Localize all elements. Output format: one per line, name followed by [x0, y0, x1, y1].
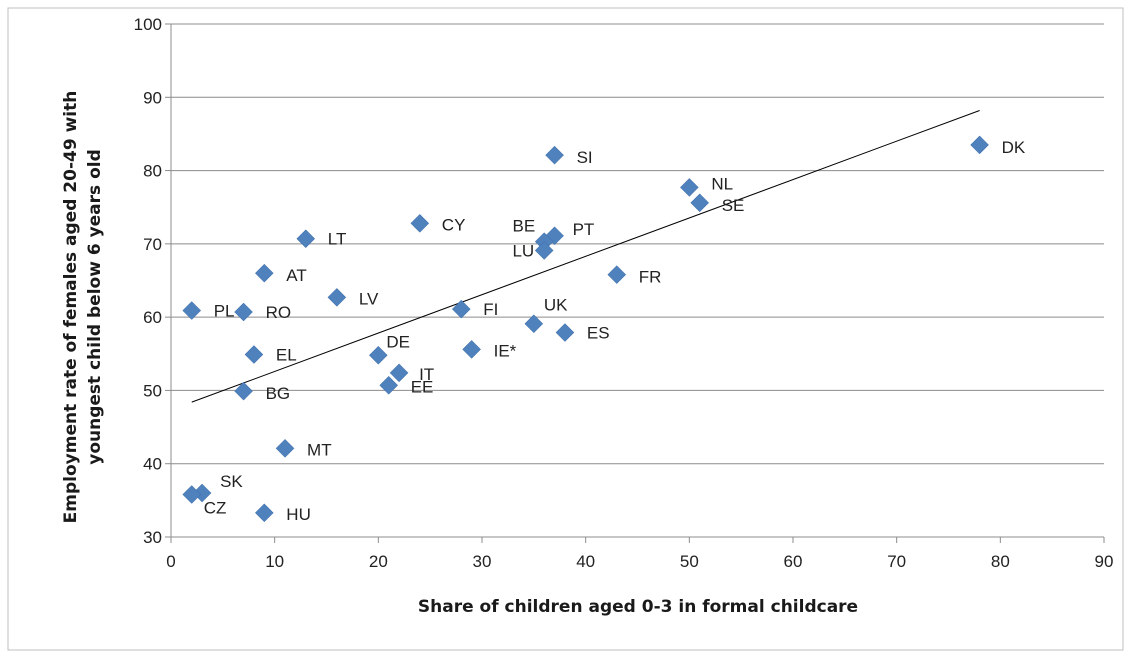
y-axis-title: Employment rate of females aged 20-49 wi…: [61, 91, 105, 524]
tick-label-x-0: 0: [166, 552, 175, 571]
point-label-cz: CZ: [204, 498, 227, 517]
point-label-bg: BG: [266, 384, 291, 403]
data-point-fi: [451, 299, 471, 319]
tick-labels: 30 40 50 60 70 80 90 100 0 10 20 30 40 50 60 70 80 90: [134, 15, 1114, 571]
gridlines: [171, 23, 1104, 465]
point-label-at: AT: [286, 266, 306, 285]
tick-label-x-90: 90: [1095, 552, 1114, 571]
point-label-be: BE: [513, 217, 536, 236]
point-label-dk: DK: [1002, 138, 1026, 157]
point-label-es: ES: [587, 324, 610, 343]
data-point-lu: [534, 241, 554, 260]
data-point-ro: [234, 302, 253, 322]
point-label-pt: PT: [573, 220, 595, 239]
point-label-cy: CY: [442, 215, 466, 234]
point-label-hu: HU: [286, 505, 311, 524]
data-point-fr: [607, 265, 627, 284]
point-label-lv: LV: [359, 289, 379, 308]
tick-label-x-50: 50: [680, 552, 699, 571]
point-label-lu: LU: [512, 241, 534, 260]
tick-label-x-20: 20: [369, 552, 388, 571]
data-point-cy: [410, 213, 430, 233]
point-label-fi: FI: [483, 300, 498, 319]
point-label-ro: RO: [266, 303, 292, 322]
x-axis-title: Share of children aged 0-3 in formal chi…: [418, 597, 858, 617]
data-point-cz: [182, 485, 202, 504]
data-point-lt: [296, 229, 316, 249]
point-label-lt: LT: [328, 230, 347, 249]
point-label-ee: EE: [411, 377, 434, 396]
tick-label-y-80: 80: [143, 162, 162, 181]
data-point-mt: [275, 438, 295, 458]
point-label-mt: MT: [307, 440, 332, 459]
axes: [165, 23, 1105, 543]
data-point-at: [254, 263, 274, 283]
tick-label-y-60: 60: [143, 308, 162, 327]
trendline: [191, 110, 980, 403]
point-labels: DK SI NL SE CY PT BE LU LT AT FR LV FI PL RO UK ES IE* EL D…: [204, 138, 1026, 524]
tick-label-y-40: 40: [143, 455, 162, 474]
point-label-uk: UK: [544, 296, 568, 315]
tick-label-x-70: 70: [887, 552, 906, 571]
data-point-ie: [462, 340, 481, 359]
data-point-ee: [379, 375, 399, 395]
point-label-sk: SK: [220, 472, 243, 491]
point-label-it: IT: [419, 365, 434, 384]
y-axis-title-line2: youngest child below 6 years old: [85, 149, 105, 465]
data-point-lv: [327, 288, 347, 307]
point-label-el: EL: [276, 346, 297, 365]
data-point-es: [555, 323, 575, 342]
data-point-el: [244, 345, 264, 364]
data-point-dk: [970, 135, 989, 155]
tick-label-y-90: 90: [143, 88, 162, 107]
tick-label-x-60: 60: [784, 552, 803, 571]
tick-label-x-80: 80: [991, 552, 1010, 571]
point-label-fr: FR: [639, 268, 662, 287]
trendline-group: [191, 110, 980, 403]
tick-label-x-40: 40: [576, 552, 595, 571]
data-point-bg: [234, 381, 253, 401]
tick-label-y-50: 50: [143, 381, 162, 400]
y-axis-title-line1: Employment rate of females aged 20-49 wi…: [61, 91, 81, 524]
data-point-se: [690, 193, 710, 213]
data-point-nl: [679, 178, 699, 197]
point-label-nl: NL: [711, 174, 733, 193]
data-point-uk: [524, 314, 544, 334]
tick-label-y-100: 100: [134, 15, 162, 34]
data-point-hu: [254, 503, 274, 523]
tick-label-y-70: 70: [143, 235, 162, 254]
point-label-ie: IE*: [494, 341, 517, 360]
data-points: [182, 135, 989, 523]
point-label-pl: PL: [214, 302, 235, 321]
point-label-se: SE: [722, 196, 745, 215]
tick-label-x-10: 10: [265, 552, 284, 571]
data-point-de: [368, 345, 388, 365]
point-label-de: DE: [386, 332, 410, 351]
data-point-si: [545, 145, 564, 165]
tick-label-y-30: 30: [143, 528, 162, 547]
point-label-si: SI: [577, 148, 593, 167]
data-point-pl: [182, 301, 202, 320]
tick-label-x-30: 30: [473, 552, 492, 571]
data-point-it: [389, 363, 409, 383]
